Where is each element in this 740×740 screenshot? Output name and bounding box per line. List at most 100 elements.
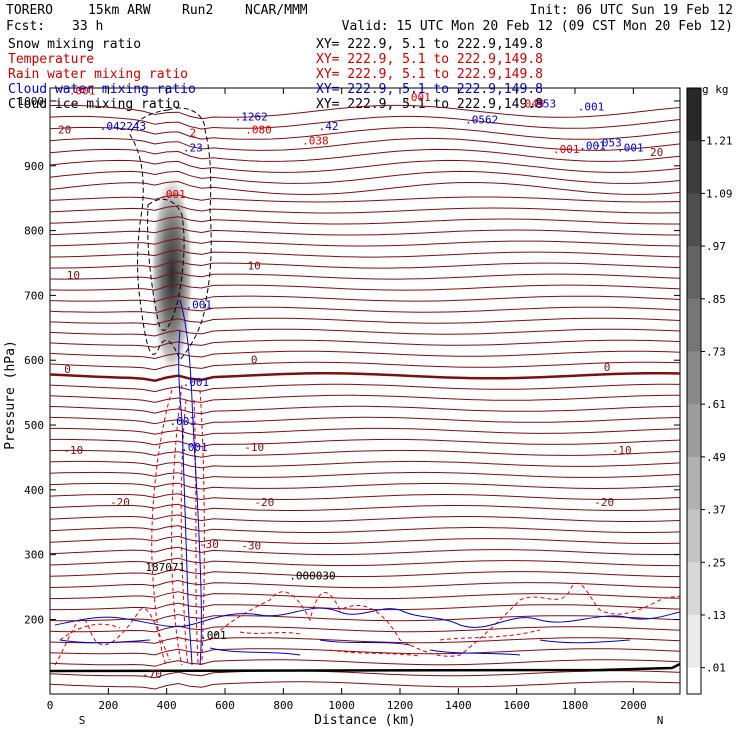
cloud-label: .001 [169,415,196,428]
temperature-label: 0 [64,363,71,376]
model-name: TORERO [6,3,53,18]
colorbar-swatch [687,351,701,405]
isotherm-line [49,525,681,533]
colorbar: g kg 1.21 1.09 .97 .85 .73 .61 .49 .37 .25 .13 .01 [686,83,733,721]
cloud-label: .001 [181,441,208,454]
cloud-label: .42 [319,120,339,133]
isotherm-line [49,372,681,382]
temperature-label: 0 [604,361,611,374]
colorbar-tick-label: 1.21 [706,135,733,148]
y-tick-label: 900 [24,160,44,173]
x-start-label: S [79,714,86,727]
isotherm-line [49,546,681,556]
isotherm-line [49,449,681,458]
isotherm-line [49,394,680,403]
temperature-label: -20 [594,496,614,509]
isotherm-line [49,104,681,120]
rain-label: .001 [553,143,580,156]
temperature-label: -30 [241,539,261,552]
x-axis: 0 200 400 600 800 1000 1200 1400 1600 1800 2000 [47,88,647,712]
colorbar-unit: g kg [702,83,729,96]
isotherm-line [49,493,681,501]
isotherm-line [49,159,681,173]
cloud-label: .001 [186,298,213,311]
forecast-value: 33 h [72,19,103,34]
isotherm-line [49,328,681,337]
colorbar-tick-label: 1.09 [706,187,733,200]
temperature-label: -10 [244,441,264,454]
cloud-water-contours [54,299,681,666]
isotherm-line [49,670,681,679]
isotherm-line [49,659,681,667]
temperature-label: -10 [63,444,83,457]
cloud-surface-contour [54,607,681,628]
rain-label: .080 [245,123,272,136]
cloud-label: .001 [579,140,606,153]
isotherm-line [49,460,681,469]
isotherm-line [49,350,681,360]
snow-labels: .001 187071 .000030 [145,561,335,642]
legend-temperature-name: Temperature [8,52,94,67]
y-tick-label: 800 [24,225,44,238]
rain-contour-surface-2 [59,623,541,657]
valid-time: Valid: 15 UTC Mon 20 Feb 12 (09 CST Mon … [342,19,733,34]
max-label: .042243 [100,120,146,133]
colorbar-swatch [687,140,701,194]
x-tick-label: 800 [273,699,293,712]
rain-label: .038 [302,134,329,147]
snow-contours [129,107,212,361]
legend-cloud-ice-xy: XY= 222.9, 5.1 to 222.9,149.8 [316,97,543,112]
isotherm-line [49,295,681,303]
isotherm-line [49,591,681,600]
isotherm-line [49,613,681,622]
isotherm-line [49,503,681,512]
x-tick-label: 1800 [562,699,589,712]
temperature-isotherms [49,104,681,690]
legend: Snow mixing ratio XY= 222.9, 5.1 to 222.… [8,37,543,112]
isotherm-line [49,361,681,371]
rain-label: .049 [518,97,545,110]
cloud-label: .23 [183,142,203,155]
colorbar-tick-label: .97 [706,240,726,253]
model-resolution: 15km ARW [88,3,151,18]
max-label: .053 [595,136,622,149]
colorbar-tick-label: .73 [706,345,726,358]
colorbar-tick-label: .01 [706,662,726,675]
colorbar-tick-label: .61 [706,398,726,411]
isotherm-line [49,170,681,184]
isotherm-line [49,636,681,644]
legend-temperature-xy: XY= 222.9, 5.1 to 222.9,149.8 [316,52,543,67]
cloud-label: .1262 [235,110,268,123]
y-tick-label: 200 [24,613,44,626]
isotherm-line [49,471,681,480]
temperature-labels: -70 -30 -30 -20 -20 -20 -10 -10 -10 0 0 0 10 10 20 20 [58,123,663,680]
legend-rain-name: Rain water mixing ratio [8,67,188,82]
x-tick-label: 1600 [503,699,530,712]
rain-contour-3 [180,399,189,666]
x-end-label: N [657,714,664,727]
isotherm-line [49,568,681,578]
temperature-label: -10 [612,444,632,457]
legend-cloud-water-xy: XY= 222.9, 5.1 to 222.9,149.8 [316,82,543,97]
isotherm-line [49,180,681,196]
x-tick-label: 1000 [328,699,355,712]
isotherm-line [49,216,680,225]
cloud-surface-contour-2 [59,639,631,656]
colorbar-tick-label: .37 [706,504,726,517]
isotherm-line [49,514,681,522]
forecast-label: Fcst: [6,19,45,34]
y-tick-label: 400 [24,484,44,497]
rain-contours [54,384,681,666]
colorbar-swatch [687,88,701,142]
isotherm-line [49,272,681,280]
rain-label: .001 [404,91,431,104]
legend-snow-name: Snow mixing ratio [8,37,141,52]
rain-label: 2 [190,127,197,140]
rain-contour-4 [193,399,199,666]
colorbar-swatch [687,193,701,247]
colorbar-frame [686,87,702,695]
temperature-label: 20 [58,123,71,136]
rain-label: .001 [69,84,96,97]
isotherm-line [49,283,681,291]
